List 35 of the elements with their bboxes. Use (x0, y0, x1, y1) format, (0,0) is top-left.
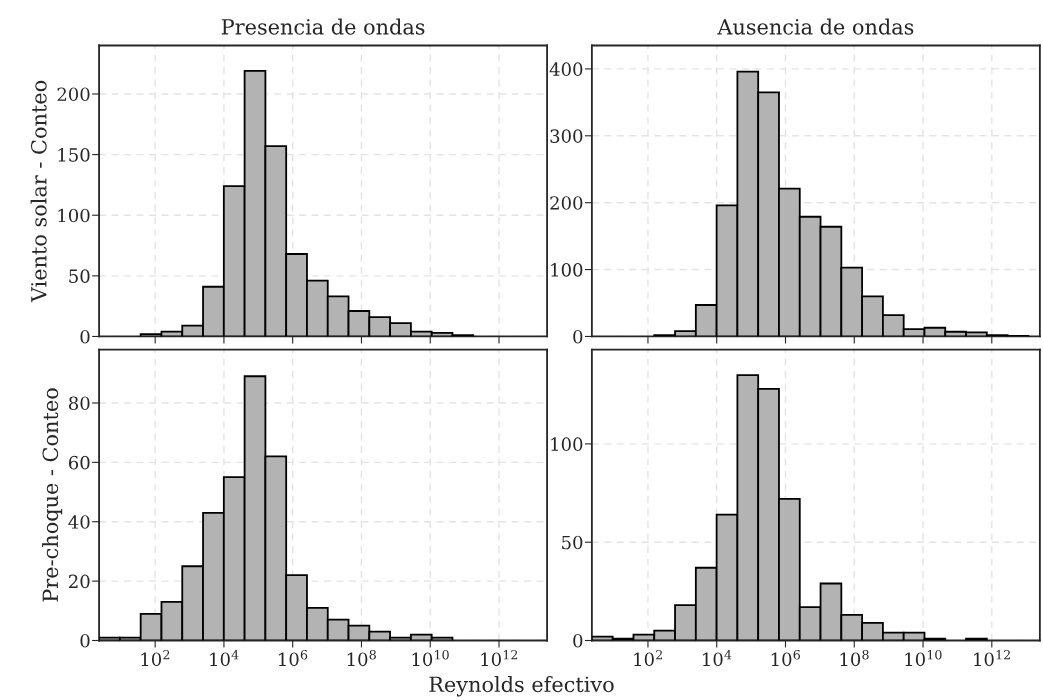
y-tick-label: 100 (551, 437, 583, 452)
y-tick-label: 200 (57, 87, 90, 102)
chart-title: Presencia de ondas (221, 18, 425, 35)
y-tick-label: 20 (69, 574, 90, 589)
y-tick-label: 200 (550, 196, 583, 210)
y-tick-label: 0 (80, 329, 90, 344)
y-tick-label: 0 (80, 633, 90, 648)
y-tick-label: 50 (69, 269, 90, 283)
y-tick-label: 0 (573, 329, 583, 344)
y-tick-label: 60 (68, 455, 90, 470)
x-tick-label: 10$^{8}$ (347, 649, 376, 667)
y-axis-title: Pre-choque - Conteo (42, 388, 63, 602)
y-tick-label: 0 (573, 633, 583, 648)
x-tick-label: 10$^{4}$ (703, 649, 732, 667)
x-tick-label: 10$^{2}$ (141, 649, 170, 667)
y-tick-label: 50 (562, 535, 583, 550)
y-axis-title: Viento solar - Conteo (30, 80, 47, 303)
x-tick-label: 10$^{10}$ (412, 649, 449, 667)
y-tick-label: 400 (549, 62, 583, 77)
x-tick-label: 10$^{6}$ (771, 649, 800, 667)
y-tick-label: 80 (68, 396, 90, 411)
x-tick-label: 10$^{6}$ (279, 649, 308, 667)
x-tick-label: 10$^{8}$ (840, 649, 869, 667)
x-tick-label: 10$^{12}$ (481, 649, 518, 667)
y-tick-label: 100 (551, 263, 583, 277)
y-tick-label: 100 (58, 208, 90, 223)
y-tick-label: 150 (58, 148, 90, 162)
y-tick-label: 300 (550, 129, 583, 143)
y-tick-label: 40 (68, 515, 90, 529)
chart-title: Ausencia de ondas (717, 18, 914, 35)
x-tick-label: 10$^{2}$ (634, 649, 662, 667)
x-axis-title: Reynolds efectivo (429, 676, 614, 697)
x-tick-label: 10$^{12}$ (974, 649, 1010, 667)
x-tick-label: 10$^{10}$ (905, 649, 942, 667)
x-tick-label: 10$^{4}$ (210, 649, 239, 667)
